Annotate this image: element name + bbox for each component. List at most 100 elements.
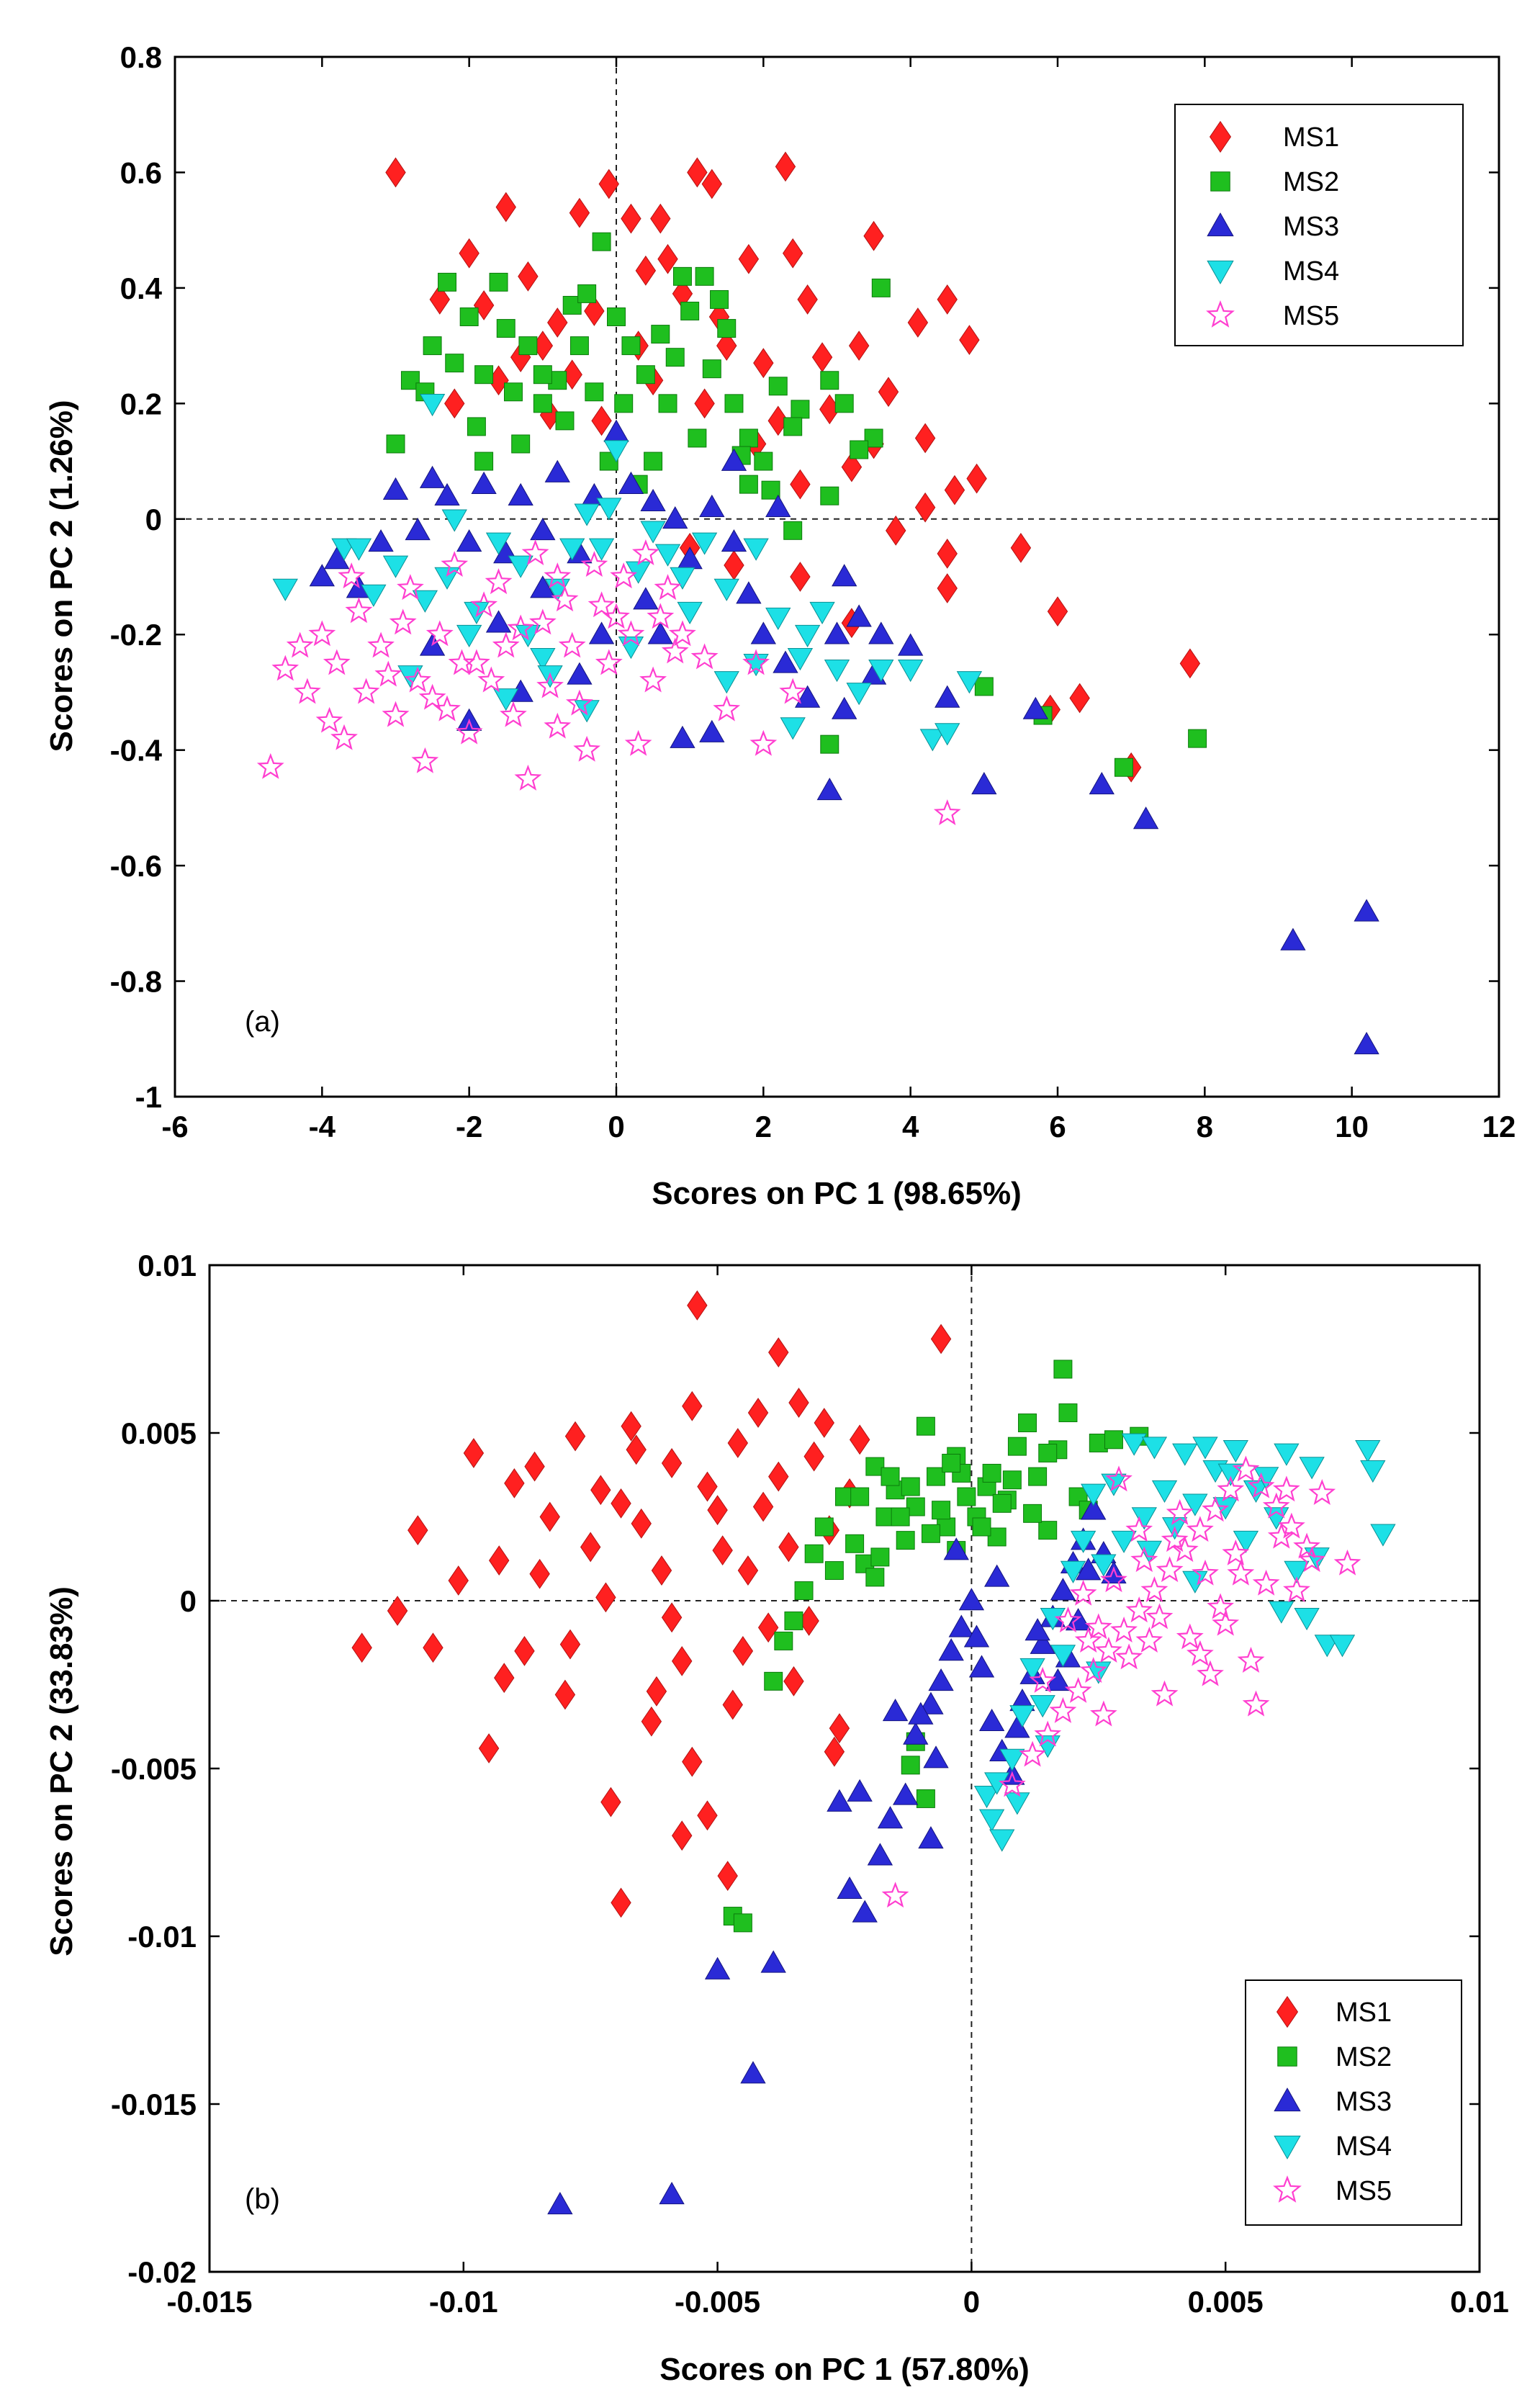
data-point-ms1	[385, 157, 406, 188]
data-point-ms5	[1202, 1496, 1230, 1522]
data-point-ms3	[640, 488, 666, 512]
data-point-ms4	[1360, 1460, 1386, 1483]
data-point-ms5	[1217, 1475, 1245, 1502]
data-point-ms2	[794, 1581, 814, 1601]
data-point-ms4	[1141, 1437, 1168, 1460]
data-point-ms1	[930, 1323, 952, 1354]
data-point-ms5	[528, 608, 557, 635]
data-point-ms5	[389, 608, 417, 635]
data-point-ms1	[712, 1535, 733, 1565]
data-point-ms2	[555, 411, 575, 431]
data-point-ms4	[1009, 1705, 1035, 1728]
data-point-ms1	[351, 1632, 372, 1663]
data-point-ms4	[919, 729, 945, 752]
data-point-ms3	[567, 662, 593, 685]
data-point-ms2	[1114, 758, 1133, 777]
data-point-ms5	[1207, 1593, 1235, 1619]
data-point-ms1	[753, 348, 774, 379]
data-point-ms5	[690, 643, 719, 670]
data-point-ms4	[508, 555, 533, 578]
data-point-ms4	[794, 624, 821, 648]
data-point-ms1	[590, 1475, 611, 1506]
data-point-ms1	[937, 539, 958, 569]
data-point-ms5	[1237, 1647, 1265, 1673]
data-point-ms4	[412, 590, 438, 613]
data-point-ms5	[514, 764, 542, 791]
data-point-ms5	[1090, 1700, 1117, 1727]
legend-label-a-ms3: MS3	[1283, 212, 1339, 242]
data-point-ms2	[386, 434, 405, 454]
data-point-ms1	[562, 359, 582, 390]
data-point-ms1	[841, 451, 863, 482]
data-point-ms5	[1166, 1498, 1194, 1525]
data-point-ms1	[716, 331, 737, 361]
plot-frame-a	[174, 55, 1500, 1098]
x-tick-label: 6	[1049, 1110, 1066, 1143]
data-point-ms4	[1284, 1560, 1310, 1583]
data-point-ms2	[733, 1913, 752, 1933]
data-point-ms1	[767, 405, 788, 436]
data-point-ms3	[773, 650, 798, 673]
legend-label-b-ms4: MS4	[1336, 2131, 1392, 2162]
data-point-ms4	[1274, 1443, 1300, 1466]
data-point-ms3	[750, 621, 776, 644]
data-point-ms5	[1156, 1556, 1184, 1583]
legend-marker-ms4	[1274, 2135, 1301, 2159]
data-point-ms4	[780, 717, 806, 740]
x-tick-label: -0.005	[675, 2285, 760, 2319]
data-point-ms4	[493, 688, 519, 711]
data-point-ms1	[707, 1495, 728, 1526]
data-point-ms2	[585, 382, 604, 402]
data-point-ms1	[694, 388, 715, 419]
data-point-ms5	[565, 689, 593, 716]
x-tick-label: 4	[902, 1110, 919, 1143]
data-point-ms2	[1002, 1470, 1022, 1490]
data-point-ms1	[554, 1679, 576, 1710]
data-point-ms1	[738, 243, 760, 274]
data-point-ms5	[1252, 1569, 1280, 1596]
data-point-ms5	[352, 678, 380, 704]
data-point-ms5	[669, 620, 696, 647]
y-tick-label: 0.4	[120, 271, 163, 305]
x-tick-label: 0.01	[1450, 2285, 1509, 2319]
data-point-ms5	[404, 666, 432, 693]
data-point-ms3	[659, 2182, 685, 2205]
data-point-ms1	[559, 1629, 581, 1660]
legend-label-a-ms1: MS1	[1283, 122, 1339, 153]
data-point-ms3	[677, 547, 703, 570]
data-point-ms2	[784, 1611, 803, 1630]
data-point-ms2	[974, 677, 994, 696]
data-point-ms5	[308, 620, 336, 647]
data-point-ms5	[617, 620, 645, 647]
data-point-ms1	[783, 1666, 804, 1696]
data-point-ms4	[809, 601, 835, 624]
data-point-ms1	[937, 573, 958, 603]
data-point-ms4	[935, 723, 960, 746]
data-point-ms1	[1010, 532, 1032, 563]
data-point-ms2	[870, 1547, 890, 1567]
data-point-ms1	[687, 157, 708, 188]
data-point-ms4	[1151, 1480, 1178, 1504]
legend-marker-ms5	[1273, 2175, 1302, 2203]
data-point-ms1	[1047, 596, 1068, 627]
data-point-ms3	[908, 1702, 934, 1725]
data-point-ms4	[1233, 1530, 1259, 1553]
data-point-ms3	[963, 1624, 990, 1648]
data-point-ms1	[829, 1713, 850, 1743]
x-tick-label: -4	[309, 1110, 336, 1143]
x-tick-label: 0	[963, 2285, 980, 2319]
data-point-ms4	[1111, 1530, 1137, 1553]
data-point-ms3	[816, 778, 842, 801]
data-point-ms4	[868, 660, 894, 683]
data-point-ms1	[631, 1508, 652, 1539]
data-point-ms5	[1115, 1643, 1143, 1670]
data-point-ms5	[507, 614, 535, 641]
legend-label-a-ms5: MS5	[1283, 301, 1339, 331]
data-point-ms1	[790, 562, 811, 592]
data-point-ms1	[914, 423, 936, 454]
data-point-ms5	[256, 752, 284, 779]
data-point-ms4	[978, 1809, 1005, 1832]
data-point-ms3	[1030, 1631, 1055, 1654]
data-point-ms1	[782, 238, 803, 269]
data-point-ms5	[1069, 1579, 1097, 1606]
